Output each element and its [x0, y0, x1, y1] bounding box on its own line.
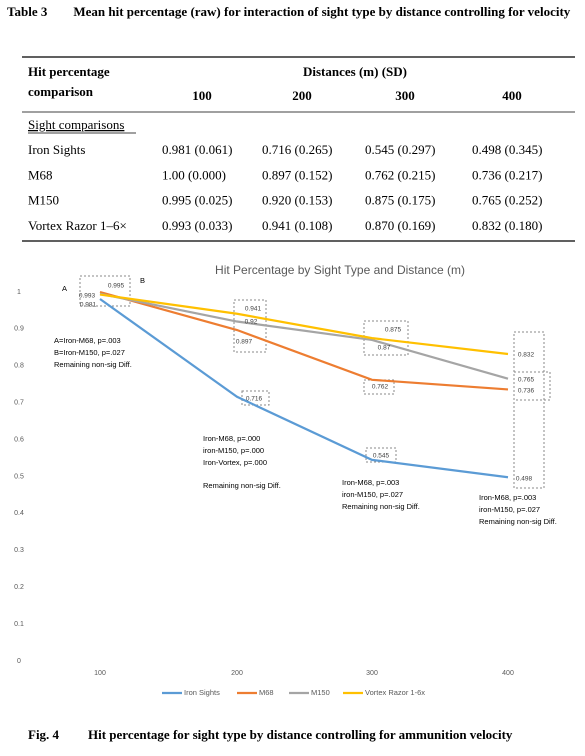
y-tick-label: 1 [17, 289, 21, 296]
callout-box [365, 447, 397, 463]
y-tick-label: 0.5 [14, 473, 24, 480]
figure-label: Fig. 4 [28, 727, 60, 742]
callout-box [363, 320, 409, 356]
legend-label: M150 [311, 688, 330, 697]
callout-box [241, 390, 270, 406]
callout-box [513, 371, 551, 401]
row-label: Iron Sights [28, 142, 85, 157]
data-label: 0.762 [372, 384, 389, 391]
table-cell: 0.875 (0.175) [365, 193, 435, 208]
table-cell: 0.870 (0.169) [365, 218, 435, 233]
data-label: 0.87 [378, 345, 391, 352]
y-tick-label: 0.7 [14, 400, 24, 407]
callout-box [513, 331, 545, 489]
table-cell: 0.545 (0.297) [365, 142, 435, 157]
y-tick-label: 0.8 [14, 363, 24, 370]
table-cell: 0.920 (0.153) [262, 193, 332, 208]
column-header: 400 [502, 88, 522, 103]
x-tick-label: 300 [366, 670, 378, 677]
data-label: 0.897 [236, 339, 253, 346]
annotation: Iron-Vortex, p=.000 [203, 458, 267, 467]
series-line [99, 290, 509, 391]
table-caption: Table 3 Mean hit percentage (raw) for int… [0, 4, 585, 20]
row-label: Vortex Razor 1–6× [28, 218, 127, 233]
data-label: 0.993 [79, 293, 96, 300]
table-cell: 0.832 (0.180) [472, 218, 542, 233]
annotation: Iron-M68, p=.003 [479, 493, 536, 502]
y-tick-label: 0.9 [14, 326, 24, 333]
table-cell: 0.765 (0.252) [472, 193, 542, 208]
y-tick-label: 0.2 [14, 584, 24, 591]
table-cell: 0.498 (0.345) [472, 142, 542, 157]
annotation: iron-M150, p=.027 [479, 505, 540, 514]
table-cell: 0.941 (0.108) [262, 218, 332, 233]
annotation: iron-M150, p=.027 [342, 490, 403, 499]
section-label: Sight comparisons [28, 117, 124, 132]
annotation: B [140, 276, 145, 285]
data-label: 0.716 [246, 396, 263, 403]
annotation: iron-M150, p=.000 [203, 446, 264, 455]
callout-box [79, 275, 131, 307]
row-label: M68 [28, 167, 53, 182]
table-label: Table 3 [7, 4, 48, 19]
table-cell: 1.00 (0.000) [162, 167, 226, 182]
series-line [99, 293, 509, 356]
column-header: 200 [292, 88, 312, 103]
chart-title: Hit Percentage by Sight Type and Distanc… [215, 263, 465, 277]
data-label: 0.995 [108, 283, 125, 290]
table-cell: 0.897 (0.152) [262, 167, 332, 182]
legend-label: Vortex Razor 1-6x [365, 688, 425, 697]
y-tick-label: 0.3 [14, 547, 24, 554]
row-label: M150 [28, 193, 59, 208]
series-line [99, 292, 509, 380]
annotation: Iron-M68, p=.003 [342, 478, 399, 487]
series-line [99, 298, 509, 479]
annotation: A=Iron-M68, p=.003 [54, 336, 121, 345]
data-label: 0.498 [516, 476, 533, 483]
y-tick-label: 0 [17, 658, 21, 665]
data-label: 0.765 [518, 377, 535, 384]
figure-caption: Hit percentage for sight type by distanc… [88, 727, 513, 742]
table-cell: 0.995 (0.025) [162, 193, 232, 208]
annotation: Remaining non-sig Diff. [479, 517, 557, 526]
legend-label: M68 [259, 688, 274, 697]
header-label: comparison [28, 84, 94, 99]
callout-box [363, 379, 395, 395]
table-caption-text: Mean hit percentage (raw) for interactio… [73, 4, 571, 19]
data-label: 0.736 [518, 388, 535, 395]
column-header: 300 [395, 88, 415, 103]
annotation: Iron-M68, p=.000 [203, 434, 260, 443]
table-cell: 0.762 (0.215) [365, 167, 435, 182]
header-label: Hit percentage [28, 64, 110, 79]
table-cell: 0.716 (0.265) [262, 142, 332, 157]
x-tick-label: 200 [231, 670, 243, 677]
annotation: Remaining non-sig Diff. [342, 502, 420, 511]
column-header: 100 [192, 88, 212, 103]
legend-label: Iron Sights [184, 688, 220, 697]
table-cell: 0.736 (0.217) [472, 167, 542, 182]
y-tick-label: 0.1 [14, 621, 24, 628]
table-cell: 0.993 (0.033) [162, 218, 232, 233]
data-label: 0.545 [373, 453, 390, 460]
table-cell: 0.981 (0.061) [162, 142, 232, 157]
annotation: B=Iron-M150, p=.027 [54, 348, 125, 357]
data-label: 0.941 [245, 306, 262, 313]
data-label: 0.875 [385, 327, 402, 334]
x-tick-label: 400 [502, 670, 514, 677]
data-label: 0.92 [245, 319, 258, 326]
annotation: Remaining non-sig Diff. [203, 481, 281, 490]
data-label: 0.832 [518, 352, 535, 359]
header-group: Distances (m) (SD) [303, 64, 407, 79]
annotation: Remaining non-sig Diff. [54, 360, 132, 369]
x-tick-label: 100 [94, 670, 106, 677]
table-caption-box: Table 3 Mean hit percentage (raw) for int… [0, 4, 585, 20]
y-tick-label: 0.4 [14, 510, 24, 517]
y-tick-label: 0.6 [14, 436, 24, 443]
annotation: A [62, 284, 67, 293]
data-label: 0.981 [80, 302, 97, 309]
